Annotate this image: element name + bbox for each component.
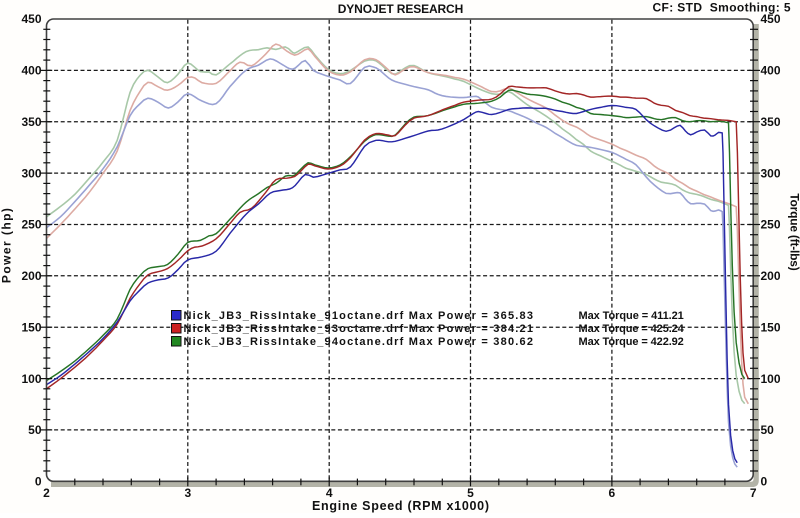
svg-text:150: 150: [761, 320, 781, 334]
svg-text:Max Torque = 425.24: Max Torque = 425.24: [579, 323, 685, 335]
svg-text:300: 300: [21, 166, 41, 180]
svg-text:300: 300: [761, 166, 781, 180]
svg-text:450: 450: [21, 12, 41, 26]
svg-text:450: 450: [761, 12, 781, 26]
svg-text:CF: STD Smoothing: 5: CF: STD Smoothing: 5: [653, 1, 791, 15]
svg-text:Torque (ft-lbs): Torque (ft-lbs): [787, 193, 800, 270]
svg-text:3: 3: [184, 486, 191, 500]
svg-text:100: 100: [761, 372, 781, 386]
svg-text:200: 200: [21, 269, 41, 283]
svg-text:Max Torque = 422.92: Max Torque = 422.92: [579, 336, 684, 348]
svg-text:350: 350: [761, 115, 781, 129]
svg-text:250: 250: [21, 218, 41, 232]
svg-text:5: 5: [467, 486, 474, 500]
svg-text:2: 2: [43, 486, 50, 500]
svg-text:7: 7: [750, 486, 757, 500]
svg-text:100: 100: [21, 372, 41, 386]
svg-text:DYNOJET RESEARCH: DYNOJET RESEARCH: [338, 2, 464, 16]
svg-text:6: 6: [609, 486, 616, 500]
svg-text:200: 200: [761, 269, 781, 283]
svg-text:0: 0: [761, 475, 768, 489]
svg-text:Engine Speed (RPM x1000): Engine Speed (RPM x1000): [312, 499, 489, 513]
svg-text:400: 400: [761, 64, 781, 78]
svg-text:Max Torque = 411.21: Max Torque = 411.21: [579, 310, 684, 322]
svg-text:350: 350: [21, 115, 41, 129]
svg-text:150: 150: [21, 320, 41, 334]
svg-text:0: 0: [35, 475, 42, 489]
svg-text:400: 400: [21, 64, 41, 78]
svg-text:4: 4: [326, 486, 333, 500]
svg-text:50: 50: [28, 423, 42, 437]
svg-text:Power (hp): Power (hp): [0, 208, 13, 283]
svg-text:50: 50: [761, 423, 775, 437]
svg-text:250: 250: [761, 218, 781, 232]
